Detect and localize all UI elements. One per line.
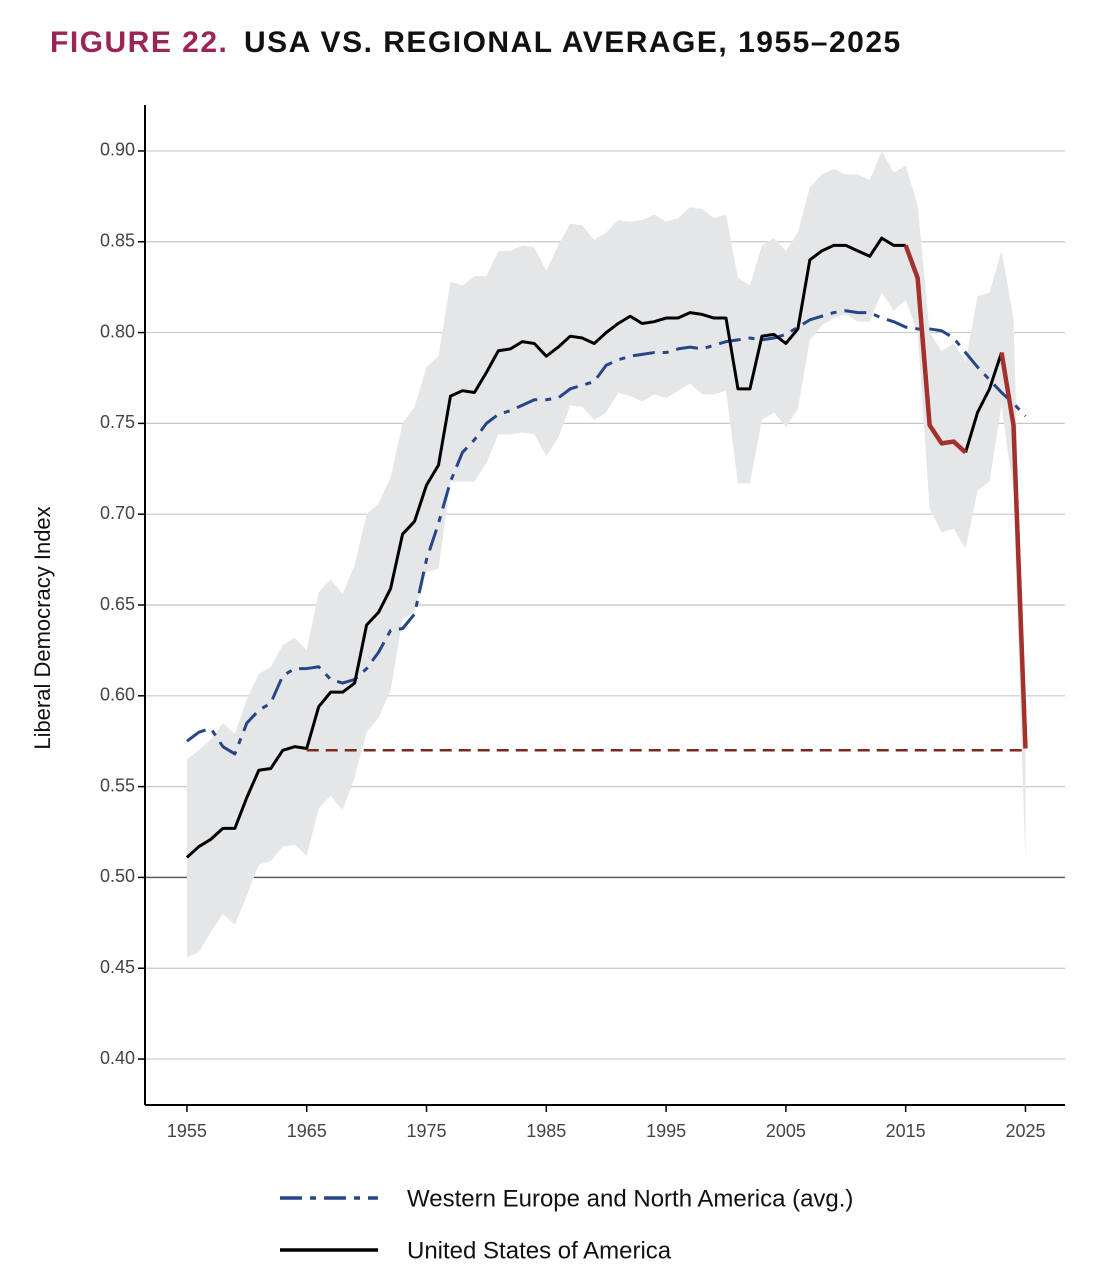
legend-label: United States of America [407,1237,672,1264]
y-axis-label: Liberal Democracy Index [30,506,55,749]
y-tick-label: 0.45 [100,957,135,977]
x-tick-label: 1985 [526,1121,566,1141]
y-tick-label: 0.70 [100,503,135,523]
highlight-line [903,244,1028,749]
y-tick-label: 0.60 [100,685,135,705]
figure-label: FIGURE 22. [50,26,228,59]
series-line [185,236,1003,859]
y-tick-label: 0.75 [100,412,135,432]
y-tick-label: 0.80 [100,321,135,341]
legend-label: Western Europe and North America (avg.) [407,1185,853,1212]
y-tick-label: 0.85 [100,231,135,251]
series-line [186,309,1027,756]
y-tick-label: 0.90 [100,140,135,160]
x-tick-label: 2025 [1005,1121,1045,1141]
x-tick-label: 1955 [167,1121,207,1141]
chart-title: USA VS. REGIONAL AVERAGE, 1955–2025 [244,26,902,59]
y-tick-label: 0.50 [100,866,135,886]
confidence-band [186,150,1026,958]
x-tick-label: 1965 [287,1121,327,1141]
y-tick-label: 0.40 [100,1048,135,1068]
y-tick-label: 0.55 [100,775,135,795]
y-tick-label: 0.65 [100,594,135,614]
x-tick-label: 2015 [886,1121,926,1141]
x-tick-label: 1995 [646,1121,686,1141]
x-tick-label: 2005 [766,1121,806,1141]
x-tick-label: 1975 [406,1121,446,1141]
